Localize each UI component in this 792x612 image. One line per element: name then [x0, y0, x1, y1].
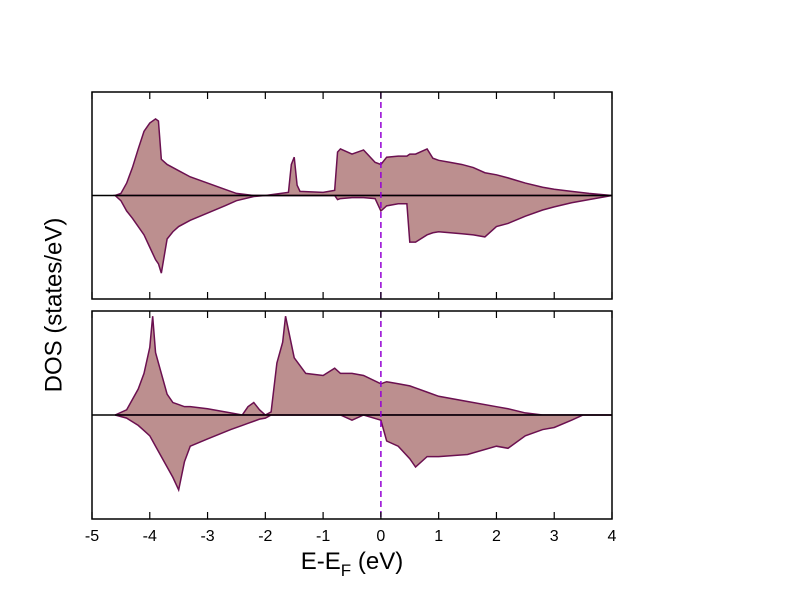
dos-area	[114, 414, 612, 493]
x-tick-label: -3	[200, 528, 214, 545]
x-tick-label: 0	[376, 528, 385, 545]
x-tick-label: -5	[85, 528, 99, 545]
x-axis-label-part: E-E	[301, 548, 341, 575]
x-tick-label: -2	[258, 528, 272, 545]
x-tick-label: -4	[143, 528, 157, 545]
plot-frame	[91, 91, 613, 300]
dos-area	[114, 117, 613, 197]
dos-area	[113, 194, 613, 274]
x-tick-label: 3	[550, 528, 559, 545]
x-axis-label: E-EF (eV)	[301, 548, 403, 580]
x-tick-label: 4	[608, 528, 617, 545]
x-tick-label: 1	[434, 528, 443, 545]
x-axis-label-part: F	[341, 561, 351, 580]
x-tick-label: -1	[316, 528, 330, 545]
plot-frame	[91, 310, 613, 520]
x-axis-label-part: (eV)	[351, 548, 403, 575]
y-axis-label: DOS (states/eV)	[40, 218, 67, 393]
dos-area	[114, 316, 612, 416]
x-tick-label: 2	[492, 528, 501, 545]
